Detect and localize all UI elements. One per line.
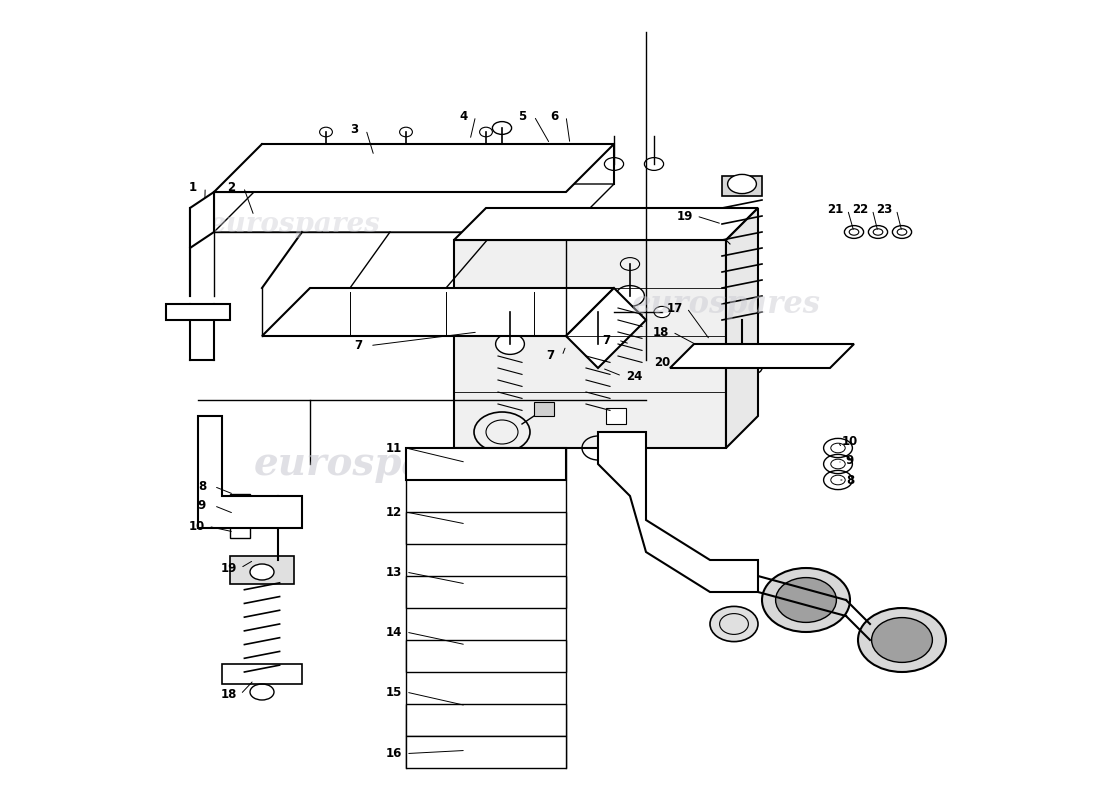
Text: 6: 6 xyxy=(550,110,558,122)
Ellipse shape xyxy=(268,558,287,570)
Ellipse shape xyxy=(496,334,525,354)
Text: 14: 14 xyxy=(386,626,403,638)
Text: 10: 10 xyxy=(188,520,205,533)
Text: 4: 4 xyxy=(460,110,467,122)
Ellipse shape xyxy=(645,158,663,170)
Bar xyxy=(230,556,294,584)
Text: 21: 21 xyxy=(827,203,844,216)
Text: 7: 7 xyxy=(602,334,610,346)
Text: 5: 5 xyxy=(518,110,526,122)
Text: eurospares: eurospares xyxy=(631,289,821,319)
Polygon shape xyxy=(214,184,614,232)
Bar xyxy=(534,402,554,416)
Text: 17: 17 xyxy=(667,302,683,314)
Polygon shape xyxy=(406,704,566,736)
Ellipse shape xyxy=(493,122,512,134)
Text: 1: 1 xyxy=(189,181,197,194)
Polygon shape xyxy=(190,192,214,248)
Polygon shape xyxy=(214,144,614,192)
Ellipse shape xyxy=(858,608,946,672)
Text: 22: 22 xyxy=(852,203,869,216)
Ellipse shape xyxy=(584,334,613,354)
Text: 7: 7 xyxy=(546,350,554,362)
Text: 2: 2 xyxy=(228,181,235,194)
Polygon shape xyxy=(198,416,302,528)
Polygon shape xyxy=(406,448,566,480)
Text: 3: 3 xyxy=(350,123,359,136)
Polygon shape xyxy=(670,344,854,368)
Bar xyxy=(230,510,250,522)
Ellipse shape xyxy=(684,218,704,230)
Ellipse shape xyxy=(493,218,512,230)
Text: 18: 18 xyxy=(652,326,669,338)
Ellipse shape xyxy=(604,158,624,170)
Ellipse shape xyxy=(394,156,418,172)
Polygon shape xyxy=(454,240,726,448)
Text: 18: 18 xyxy=(220,688,236,701)
Text: 20: 20 xyxy=(653,356,670,369)
Bar xyxy=(606,408,626,424)
Polygon shape xyxy=(726,208,758,448)
Polygon shape xyxy=(566,288,646,368)
Text: eurospares: eurospares xyxy=(208,210,380,238)
Ellipse shape xyxy=(196,211,208,221)
Text: 23: 23 xyxy=(877,203,892,216)
Polygon shape xyxy=(166,304,230,320)
Ellipse shape xyxy=(557,218,575,230)
Ellipse shape xyxy=(776,578,836,622)
Polygon shape xyxy=(406,640,566,672)
Polygon shape xyxy=(406,736,566,768)
Bar xyxy=(222,664,302,684)
Ellipse shape xyxy=(474,156,498,172)
Polygon shape xyxy=(598,432,758,592)
Text: 15: 15 xyxy=(386,686,403,698)
Text: 7: 7 xyxy=(354,339,362,352)
Text: 8: 8 xyxy=(846,474,854,486)
Ellipse shape xyxy=(620,218,639,230)
Text: 19: 19 xyxy=(220,562,236,574)
Bar xyxy=(722,176,762,196)
Ellipse shape xyxy=(710,606,758,642)
Polygon shape xyxy=(454,208,758,240)
Ellipse shape xyxy=(746,362,762,374)
Text: 10: 10 xyxy=(842,435,858,448)
Bar xyxy=(230,494,250,506)
Ellipse shape xyxy=(314,156,338,172)
Ellipse shape xyxy=(654,306,670,318)
Text: 11: 11 xyxy=(386,442,403,454)
Polygon shape xyxy=(406,576,566,608)
Ellipse shape xyxy=(616,286,645,306)
Text: 12: 12 xyxy=(386,506,403,518)
Text: eurospares: eurospares xyxy=(254,445,494,483)
Text: 16: 16 xyxy=(386,747,403,760)
Polygon shape xyxy=(262,288,614,336)
Text: 24: 24 xyxy=(626,370,642,382)
Polygon shape xyxy=(406,512,566,544)
Ellipse shape xyxy=(762,568,850,632)
Ellipse shape xyxy=(871,618,933,662)
Text: 9: 9 xyxy=(846,454,854,466)
Text: 13: 13 xyxy=(386,566,403,578)
Text: 19: 19 xyxy=(676,210,693,222)
Bar xyxy=(230,526,250,538)
Text: 9: 9 xyxy=(198,499,206,512)
Ellipse shape xyxy=(727,174,757,194)
Ellipse shape xyxy=(250,564,274,580)
Text: 8: 8 xyxy=(198,480,206,493)
